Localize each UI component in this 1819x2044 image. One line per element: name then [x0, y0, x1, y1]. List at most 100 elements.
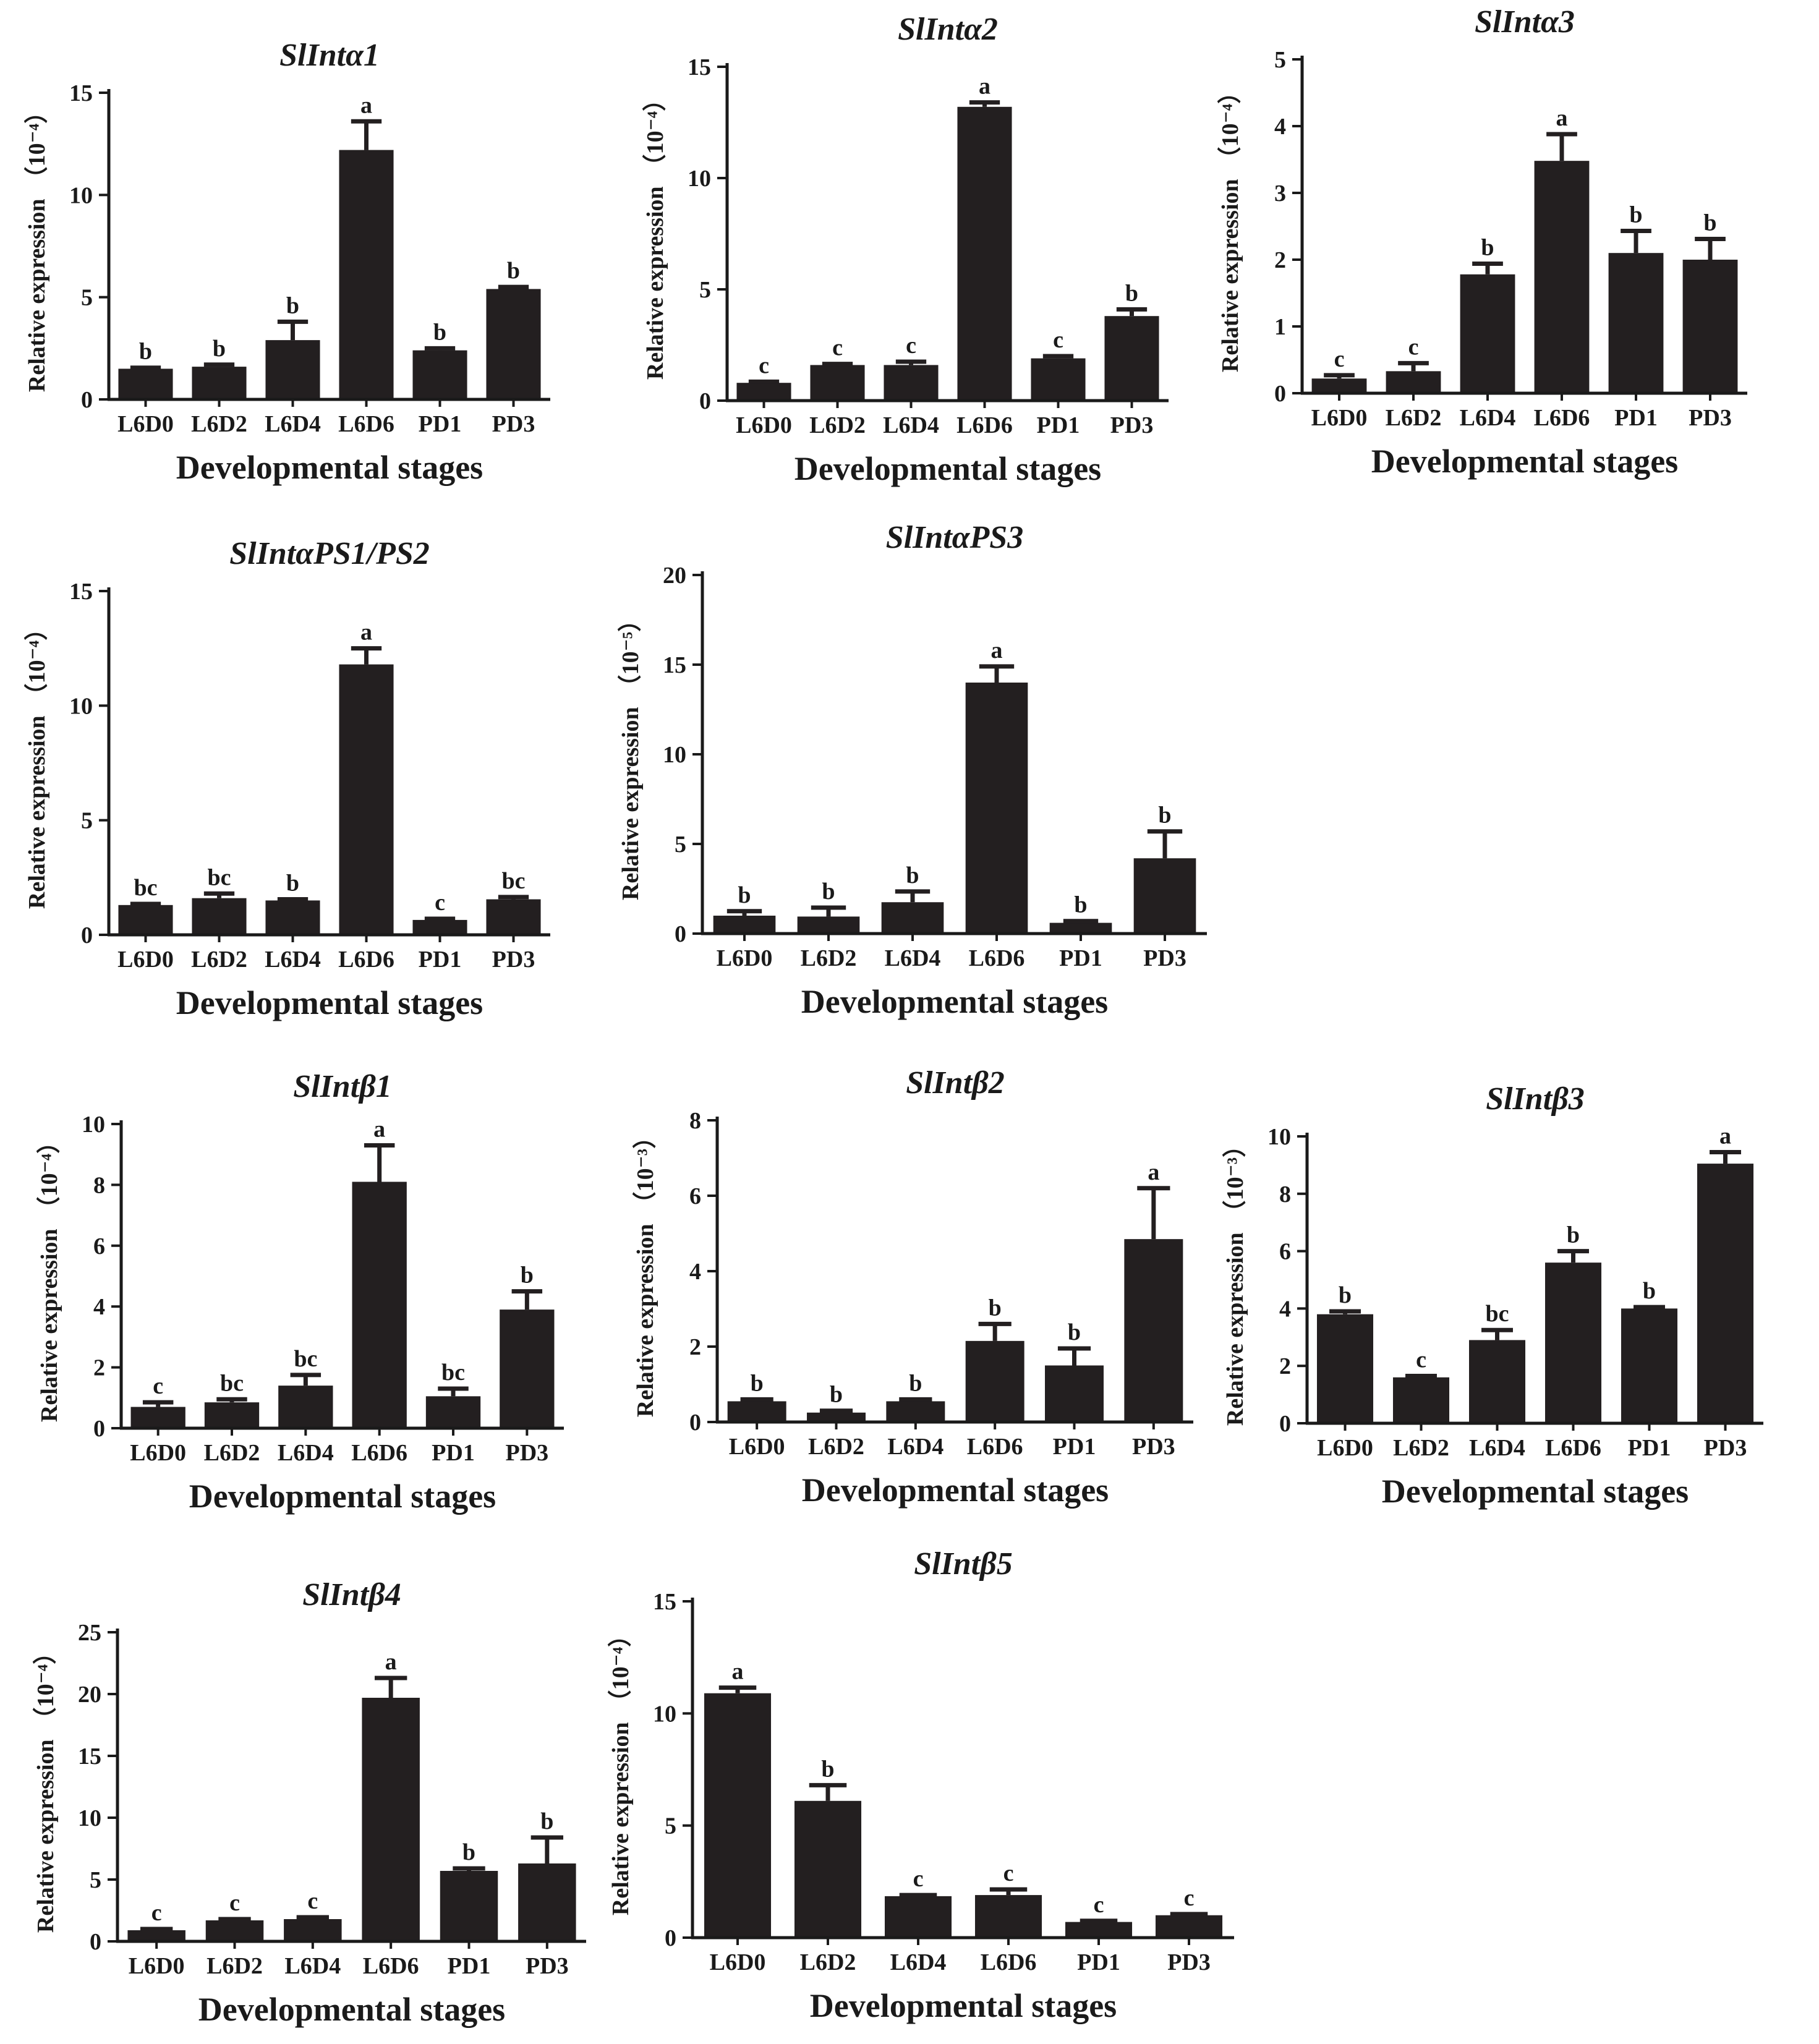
error-bar-L6D0 [130, 901, 161, 906]
error-bar-PD3 [498, 895, 529, 900]
axes [99, 587, 550, 942]
bar-PD3 [1682, 260, 1738, 393]
y-tick-label: 20 [663, 563, 686, 589]
axes [683, 1598, 1234, 1945]
x-tick-label: L6D0 [717, 945, 773, 971]
bar-PD1 [440, 1871, 498, 1941]
error-bar-L6D0 [740, 1397, 773, 1402]
significance-letter: b [830, 1382, 843, 1408]
bar-PD3 [1155, 1915, 1223, 1938]
error-bar-PD3 [1147, 829, 1183, 859]
bar-L6D2 [797, 916, 860, 934]
y-tick-label: 4 [1279, 1296, 1291, 1322]
x-tick-label: PD3 [1132, 1434, 1175, 1460]
x-tick-label: PD1 [1628, 1435, 1671, 1461]
bar-L6D6 [965, 1340, 1025, 1422]
y-tick-label: 10 [688, 166, 711, 192]
y-tick-label: 15 [69, 579, 93, 605]
y-tick-label: 10 [78, 1805, 101, 1831]
chart-panel-4: SlIntαPS1/PS2 bc L6D0 bc L6D2 b L6D4 a L6D6 c PD1 b… [24, 536, 550, 1021]
error-bar-L6D0 [1324, 373, 1355, 379]
significance-letter: b [906, 862, 919, 888]
y-axis-label: Relative expression（10⁻⁴） [642, 88, 668, 380]
bar-L6D4 [886, 1401, 945, 1422]
significance-letter: bc [502, 868, 526, 894]
y-tick-label: 6 [689, 1183, 701, 1209]
y-tick-label: 4 [1274, 114, 1286, 140]
bar-PD1 [1608, 253, 1664, 393]
x-tick-label: L6D2 [809, 412, 866, 438]
axes [1292, 56, 1747, 401]
x-tick-label: PD3 [1689, 405, 1732, 431]
x-tick-label: PD1 [419, 411, 462, 437]
significance-letter: c [307, 1888, 318, 1914]
significance-letter: b [909, 1370, 922, 1396]
chart-title: SlIntβ4 [302, 1577, 401, 1612]
chart-panel-9: SlIntβ4 c L6D0 c L6D2 c L6D4 a L6D6 b PD1 b PD3 0 5 10 1… [33, 1577, 586, 2028]
bar-L6D2 [794, 1800, 862, 1938]
y-tick-label: 0 [665, 1925, 676, 1951]
x-axis-label: Developmental stages [189, 1478, 496, 1515]
chart-title: SlIntβ1 [293, 1069, 392, 1104]
y-tick-label: 5 [81, 285, 93, 311]
bar-L6D6 [974, 1895, 1042, 1938]
y-tick-label: 6 [1279, 1239, 1291, 1265]
significance-letter: b [1158, 803, 1171, 828]
bar-PD1 [1049, 922, 1112, 934]
bar-L6D6 [352, 1182, 407, 1428]
bar-L6D0 [1311, 378, 1367, 393]
error-bar-L6D0 [142, 1400, 174, 1407]
significance-letter: c [151, 1900, 162, 1926]
significance-letter: a [360, 620, 372, 645]
significance-letter: bc [294, 1346, 317, 1372]
y-tick-label: 10 [82, 1112, 105, 1138]
error-bar-L6D2 [203, 362, 235, 367]
error-bar-L6D2 [809, 1782, 847, 1801]
bar-L6D2 [1392, 1377, 1450, 1423]
error-bar-L6D4 [899, 1397, 932, 1402]
error-bar-L6D0 [130, 365, 161, 370]
significance-letter: c [1003, 1860, 1014, 1886]
bar-L6D2 [205, 1920, 264, 1941]
error-bar-PD3 [530, 1835, 564, 1863]
error-bar-L6D6 [364, 1143, 395, 1182]
x-tick-label: PD1 [419, 947, 462, 973]
significance-letter: b [139, 339, 152, 365]
bar-PD3 [486, 899, 541, 935]
x-axis-label: Developmental stages [794, 450, 1101, 487]
bar-L6D4 [284, 1919, 342, 1941]
bar-L6D6 [965, 683, 1028, 934]
y-tick-label: 0 [90, 1929, 101, 1955]
significance-letter: c [1053, 327, 1063, 353]
bar-L6D2 [807, 1412, 866, 1422]
error-bar-L6D4 [895, 359, 927, 365]
y-axis-label: Relative expression（10⁻⁴） [1217, 80, 1243, 372]
y-tick-label: 0 [689, 1410, 701, 1436]
error-bar-L6D6 [1557, 1249, 1589, 1263]
significance-letter: b [1068, 1319, 1081, 1345]
significance-letter: a [1719, 1123, 1731, 1149]
bar-PD3 [486, 289, 541, 399]
chart-title: SlIntα1 [279, 38, 380, 73]
significance-letter: a [373, 1116, 385, 1142]
x-tick-label: L6D4 [887, 1434, 944, 1460]
significance-letter: b [1481, 234, 1494, 260]
significance-letter: b [433, 319, 446, 345]
significance-letter: c [1184, 1885, 1195, 1911]
y-tick-label: 10 [69, 182, 93, 208]
significance-letter: bc [134, 875, 158, 901]
bar-L6D0 [736, 383, 791, 401]
significance-letter: b [1074, 892, 1087, 918]
y-tick-label: 5 [675, 832, 686, 858]
y-axis-label: Relative expression（10⁻⁴） [33, 1641, 59, 1933]
chart-title: SlIntβ2 [906, 1065, 1005, 1101]
bar-L6D4 [265, 340, 320, 399]
y-tick-label: 15 [688, 54, 711, 80]
x-tick-label: L6D4 [278, 1440, 334, 1466]
significance-letter: b [286, 292, 299, 318]
bar-PD1 [412, 919, 467, 935]
x-tick-label: PD3 [492, 947, 535, 973]
x-axis-label: Developmental stages [176, 449, 483, 486]
error-bar-L6D4 [277, 897, 309, 902]
x-tick-label: L6D2 [801, 945, 857, 971]
